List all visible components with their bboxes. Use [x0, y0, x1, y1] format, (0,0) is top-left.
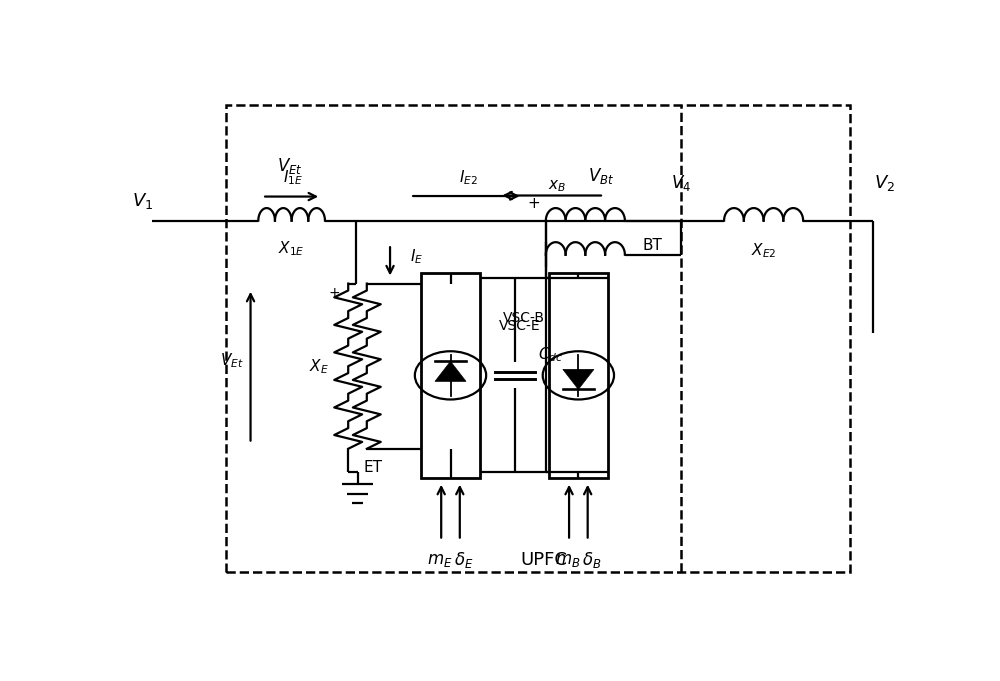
Text: $I_{1E}$: $I_{1E}$: [283, 168, 303, 187]
Text: BT: BT: [642, 238, 662, 253]
Polygon shape: [563, 369, 594, 390]
Text: $x_B$: $x_B$: [548, 178, 566, 195]
Polygon shape: [435, 362, 466, 381]
Text: VSC-B: VSC-B: [503, 311, 545, 325]
Text: VSC-E: VSC-E: [499, 319, 541, 332]
Text: $+$: $+$: [328, 286, 340, 300]
Text: $+$: $+$: [527, 196, 540, 211]
Text: ET: ET: [364, 460, 382, 475]
Bar: [549, 273, 608, 477]
Text: $m_E$: $m_E$: [427, 552, 452, 569]
Text: $\delta_B$: $\delta_B$: [582, 550, 601, 571]
Text: $X_E$: $X_E$: [309, 357, 329, 375]
Text: $\delta_E$: $\delta_E$: [454, 550, 473, 571]
Text: $V_{Et}$: $V_{Et}$: [220, 351, 244, 370]
Bar: [421, 273, 480, 477]
Text: $X_{1E}$: $X_{1E}$: [278, 239, 305, 258]
Text: $I_{E2}$: $I_{E2}$: [459, 168, 478, 187]
Text: UPFC: UPFC: [520, 552, 567, 569]
Text: $V_{Et}$: $V_{Et}$: [277, 156, 303, 176]
Bar: [226, 106, 850, 572]
Text: $V_4$: $V_4$: [671, 173, 691, 193]
Text: $V_2$: $V_2$: [874, 173, 895, 193]
Text: $C_{dc}$: $C_{dc}$: [538, 345, 563, 364]
Text: $X_{E2}$: $X_{E2}$: [751, 242, 776, 260]
Text: $V_{Bt}$: $V_{Bt}$: [588, 166, 615, 186]
Text: $m_B$: $m_B$: [555, 552, 580, 569]
Text: $V_1$: $V_1$: [132, 191, 153, 210]
Text: $I_E$: $I_E$: [410, 247, 423, 266]
